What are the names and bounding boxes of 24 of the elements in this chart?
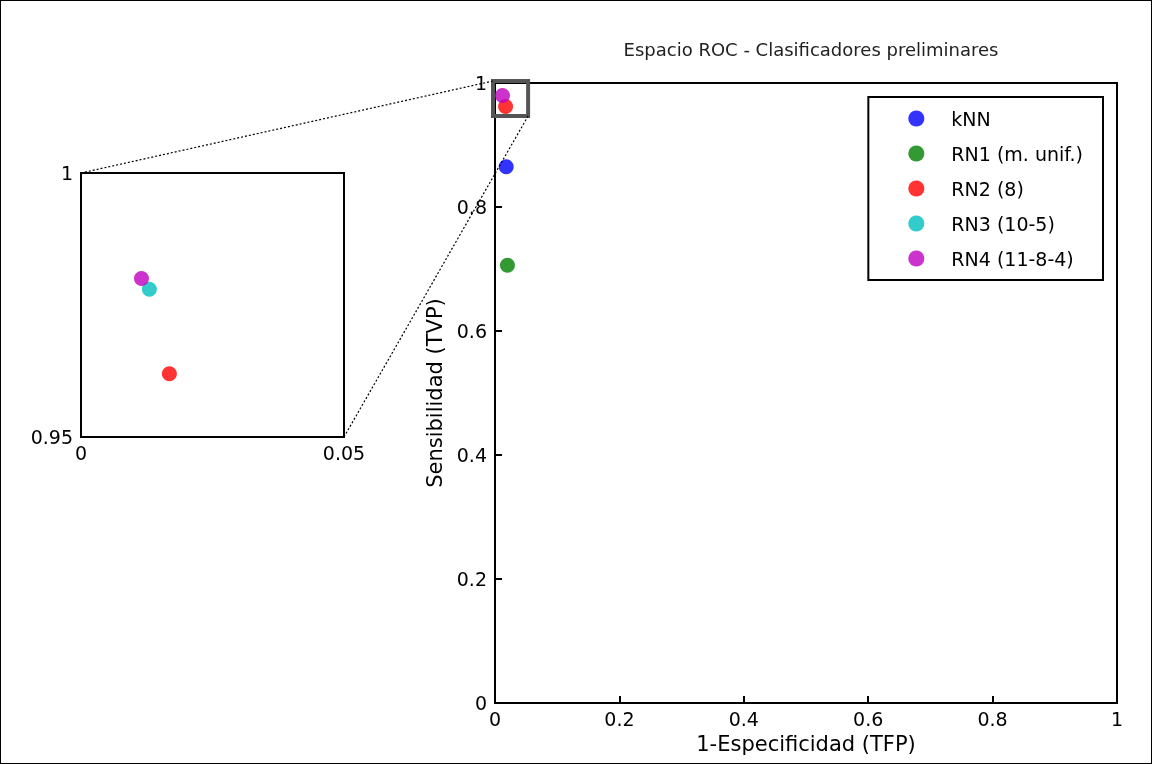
x-tick-label: 0.8 bbox=[977, 707, 1008, 730]
y-tick-label: 0.2 bbox=[456, 568, 487, 590]
x-tick-label: 0.6 bbox=[853, 707, 884, 730]
y-axis-title: Sensibilidad (TVP) bbox=[423, 298, 448, 488]
x-tick-label: 0.05 bbox=[322, 441, 366, 464]
x-tick-label: 1 bbox=[1110, 707, 1124, 730]
y-tick-label: 0.8 bbox=[456, 196, 487, 218]
legend-label: RN3 (10-5) bbox=[951, 212, 1055, 235]
y-tick-label: 0.6 bbox=[456, 320, 487, 342]
y-tick-label: 0.95 bbox=[30, 426, 73, 448]
point bbox=[161, 366, 177, 382]
point bbox=[134, 271, 149, 287]
y-tick-label: 1 bbox=[474, 72, 487, 94]
legend-label: RN1 (m. unif.) bbox=[951, 142, 1084, 165]
legend-label: RN4 (11-8-4) bbox=[951, 247, 1074, 270]
legend-label: kNN bbox=[951, 107, 991, 130]
x-tick-label: 0.4 bbox=[728, 707, 759, 730]
chart-title: Espacio ROC - Clasificadores preliminares bbox=[623, 38, 999, 60]
x-axis-title: 1-Especificidad (TFP) bbox=[696, 731, 916, 756]
legend-label: RN2 (8) bbox=[951, 177, 1024, 200]
x-tick-label: 0 bbox=[488, 707, 502, 730]
y-tick-label: 0 bbox=[474, 692, 487, 714]
point bbox=[141, 281, 157, 297]
x-tick-label: 0.2 bbox=[604, 707, 635, 730]
